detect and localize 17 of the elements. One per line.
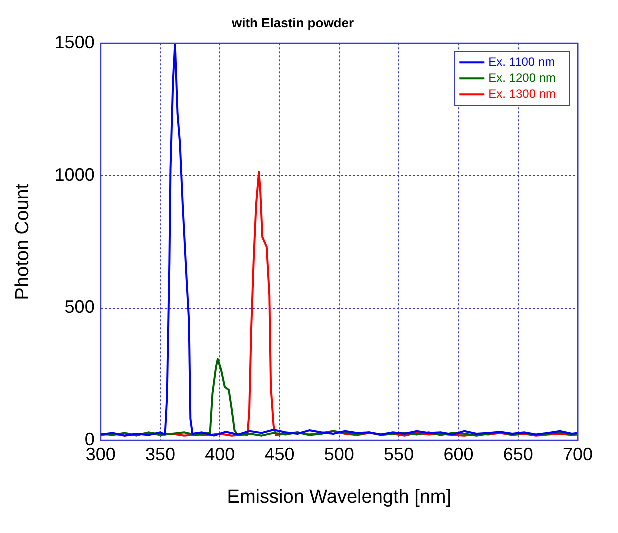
legend-label: Ex. 1300 nm: [488, 86, 556, 101]
y-axis-title: Photon Count: [12, 183, 34, 300]
x-tick-label: 700: [562, 444, 594, 464]
legend-label: Ex. 1200 nm: [488, 70, 556, 85]
x-tick-label: 550: [384, 444, 414, 464]
y-tick-label: 1500: [54, 32, 95, 53]
x-tick-label: 450: [264, 444, 295, 464]
x-tick-label: 400: [205, 444, 236, 464]
x-tick-label: 650: [503, 444, 534, 464]
x-axis-title: Emission Wavelength [nm]: [227, 486, 452, 508]
x-tick-label: 350: [145, 444, 176, 464]
x-tick-label: 500: [324, 444, 354, 464]
x-tick-label: 600: [444, 444, 474, 464]
legend-label: Ex. 1100 nm: [488, 54, 556, 69]
y-tick-label: 1000: [54, 164, 95, 185]
chart-title: with Elastin powder: [230, 15, 354, 30]
y-tick-label: 500: [64, 297, 95, 318]
